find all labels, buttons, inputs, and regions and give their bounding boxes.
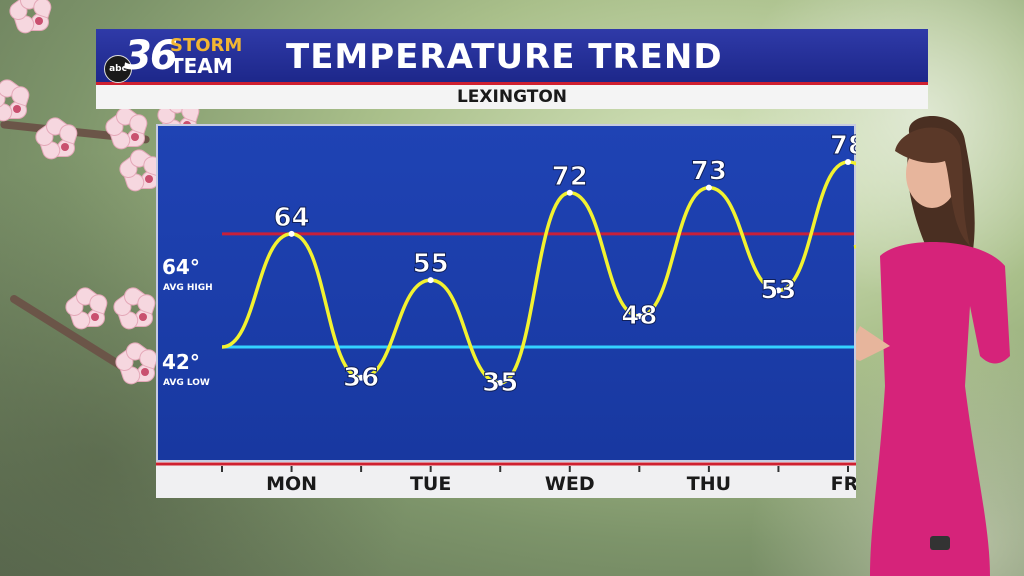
- data-label: 78: [830, 131, 856, 161]
- plot-area: [156, 124, 856, 462]
- x-tick-label: THU: [687, 473, 731, 495]
- blossom-icon: [101, 103, 152, 154]
- data-label: 72: [552, 162, 588, 192]
- blossom-icon: [115, 145, 166, 196]
- avg-high-value: 64°: [162, 255, 200, 279]
- blossom-icon: [109, 283, 160, 334]
- blossom-icon: [61, 283, 112, 334]
- location-label: LEXINGTON: [96, 85, 928, 109]
- data-point: [497, 379, 504, 386]
- data-label: 48: [621, 301, 657, 331]
- data-label: 53: [760, 275, 796, 305]
- data-label: 73: [691, 157, 727, 187]
- chart-panel: 64° AVG HIGH 42° AVG LOW 64 36 55 35 72 48 73 53 78 M…: [156, 124, 856, 498]
- avg-high-label: AVG HIGH: [163, 283, 213, 293]
- data-point: [845, 158, 851, 165]
- blossom-icon: [111, 338, 162, 389]
- data-point: [358, 374, 365, 381]
- data-label: 55: [413, 249, 449, 279]
- abc-logo-icon: abc: [104, 55, 132, 83]
- data-point: [566, 189, 573, 196]
- trend-line: [221, 160, 856, 385]
- data-point: [427, 277, 434, 284]
- blossom-icon: [31, 113, 82, 164]
- presenter-figure: [850, 116, 1010, 576]
- avg-low-value: 42°: [162, 350, 200, 374]
- blossom-icon: [0, 75, 34, 126]
- data-label: 64: [273, 203, 309, 233]
- logo-storm-text: STORM: [170, 35, 243, 56]
- temperature-chart: 64° AVG HIGH 42° AVG LOW 64 36 55 35 72 48 73 53 78 M…: [156, 130, 856, 495]
- x-tick-label: MON: [266, 473, 317, 495]
- avg-low-label: AVG LOW: [163, 378, 210, 388]
- x-tick-label: FRI: [831, 473, 856, 495]
- data-point: [636, 313, 643, 320]
- data-point: [705, 184, 712, 191]
- x-tick-label: TUE: [410, 473, 451, 495]
- header-bar: abc 36 STORM TEAM TEMPERATURE TREND: [96, 29, 928, 85]
- page-title: TEMPERATURE TREND: [286, 37, 723, 77]
- logo-team-text: TEAM: [170, 54, 233, 78]
- x-tick-label: WED: [545, 473, 595, 495]
- station-logo: abc 36 STORM TEAM: [104, 33, 264, 83]
- logo-number: 36: [124, 33, 178, 79]
- data-label: 35: [482, 368, 518, 398]
- data-point: [775, 287, 782, 294]
- data-point: [288, 230, 295, 237]
- data-label: 36: [343, 363, 379, 393]
- blossom-icon: [5, 0, 56, 38]
